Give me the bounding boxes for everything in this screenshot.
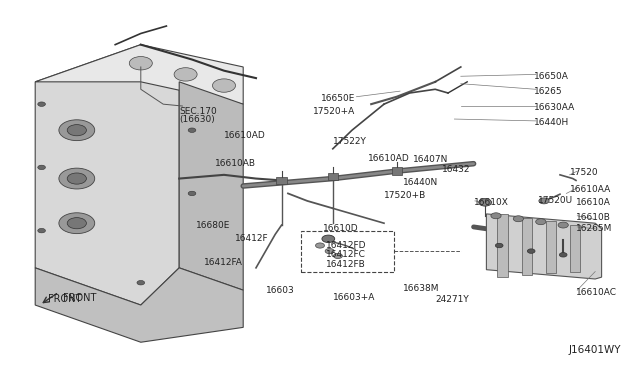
Text: 17522Y: 17522Y [333, 137, 367, 146]
Polygon shape [486, 214, 602, 279]
Circle shape [316, 243, 324, 248]
Polygon shape [35, 45, 179, 305]
Text: 16610B: 16610B [576, 213, 611, 222]
Circle shape [212, 79, 236, 92]
Circle shape [513, 216, 524, 222]
Circle shape [559, 253, 567, 257]
Text: 16432: 16432 [442, 165, 470, 174]
Text: 16603: 16603 [266, 286, 294, 295]
Text: 16610AD: 16610AD [368, 154, 410, 163]
Circle shape [558, 222, 568, 228]
Text: 17520: 17520 [570, 169, 598, 177]
Text: 16265: 16265 [534, 87, 563, 96]
Circle shape [527, 249, 535, 253]
Bar [276, 177, 287, 184]
Circle shape [536, 219, 546, 225]
Circle shape [67, 173, 86, 184]
Text: 17520+A: 17520+A [313, 107, 355, 116]
Text: 16407N: 16407N [413, 155, 448, 164]
Circle shape [67, 218, 86, 229]
Text: 16610D: 16610D [323, 224, 359, 233]
Circle shape [188, 191, 196, 196]
Text: 16412FC: 16412FC [326, 250, 366, 259]
Text: 16650A: 16650A [534, 72, 569, 81]
Bar [301, 231, 394, 272]
Text: FRONT: FRONT [48, 295, 81, 304]
Text: 16412FB: 16412FB [326, 260, 366, 269]
Bar [522, 218, 532, 275]
Text: 16650E: 16650E [321, 94, 355, 103]
Circle shape [333, 253, 342, 259]
Circle shape [59, 168, 95, 189]
Text: 16603+A: 16603+A [333, 293, 375, 302]
Circle shape [67, 125, 86, 136]
Circle shape [491, 213, 501, 219]
Text: 16638M: 16638M [403, 284, 440, 293]
Text: 16440N: 16440N [403, 178, 438, 187]
Text: 16610AA: 16610AA [570, 185, 611, 194]
Circle shape [539, 198, 549, 204]
Circle shape [129, 57, 152, 70]
Text: 16610AC: 16610AC [576, 288, 617, 296]
Bar [570, 225, 580, 272]
Circle shape [137, 280, 145, 285]
Circle shape [38, 102, 45, 106]
Bar [328, 173, 338, 180]
Bar [497, 214, 508, 277]
Text: 16265M: 16265M [576, 224, 612, 233]
Bar [392, 167, 402, 175]
Text: 16610AD: 16610AD [224, 131, 266, 140]
Circle shape [59, 213, 95, 234]
Circle shape [174, 68, 197, 81]
Text: 16610A: 16610A [576, 198, 611, 207]
Text: 16440H: 16440H [534, 118, 570, 127]
Circle shape [38, 165, 45, 170]
Text: 16412F: 16412F [235, 234, 269, 243]
Text: 16412FA: 16412FA [204, 258, 243, 267]
Text: J16401WY: J16401WY [568, 345, 621, 355]
Text: 17520U: 17520U [538, 196, 573, 205]
Text: 16610X: 16610X [474, 198, 508, 207]
Text: SEC.170: SEC.170 [179, 107, 217, 116]
Circle shape [325, 248, 334, 254]
Polygon shape [179, 82, 243, 290]
Text: 16610AB: 16610AB [215, 159, 256, 168]
Polygon shape [35, 45, 243, 104]
Circle shape [59, 120, 95, 141]
Text: 24271Y: 24271Y [435, 295, 469, 304]
Circle shape [495, 243, 503, 248]
Text: FRONT: FRONT [63, 293, 96, 302]
Circle shape [188, 128, 196, 132]
Circle shape [479, 199, 492, 206]
Text: 16680E: 16680E [196, 221, 230, 230]
Text: (16630): (16630) [179, 115, 215, 124]
Circle shape [38, 228, 45, 233]
Bar [546, 221, 556, 273]
Circle shape [322, 235, 335, 243]
Text: 17520+B: 17520+B [384, 191, 426, 200]
Text: 16412FD: 16412FD [326, 241, 367, 250]
Polygon shape [35, 268, 243, 342]
Text: 16630AA: 16630AA [534, 103, 575, 112]
